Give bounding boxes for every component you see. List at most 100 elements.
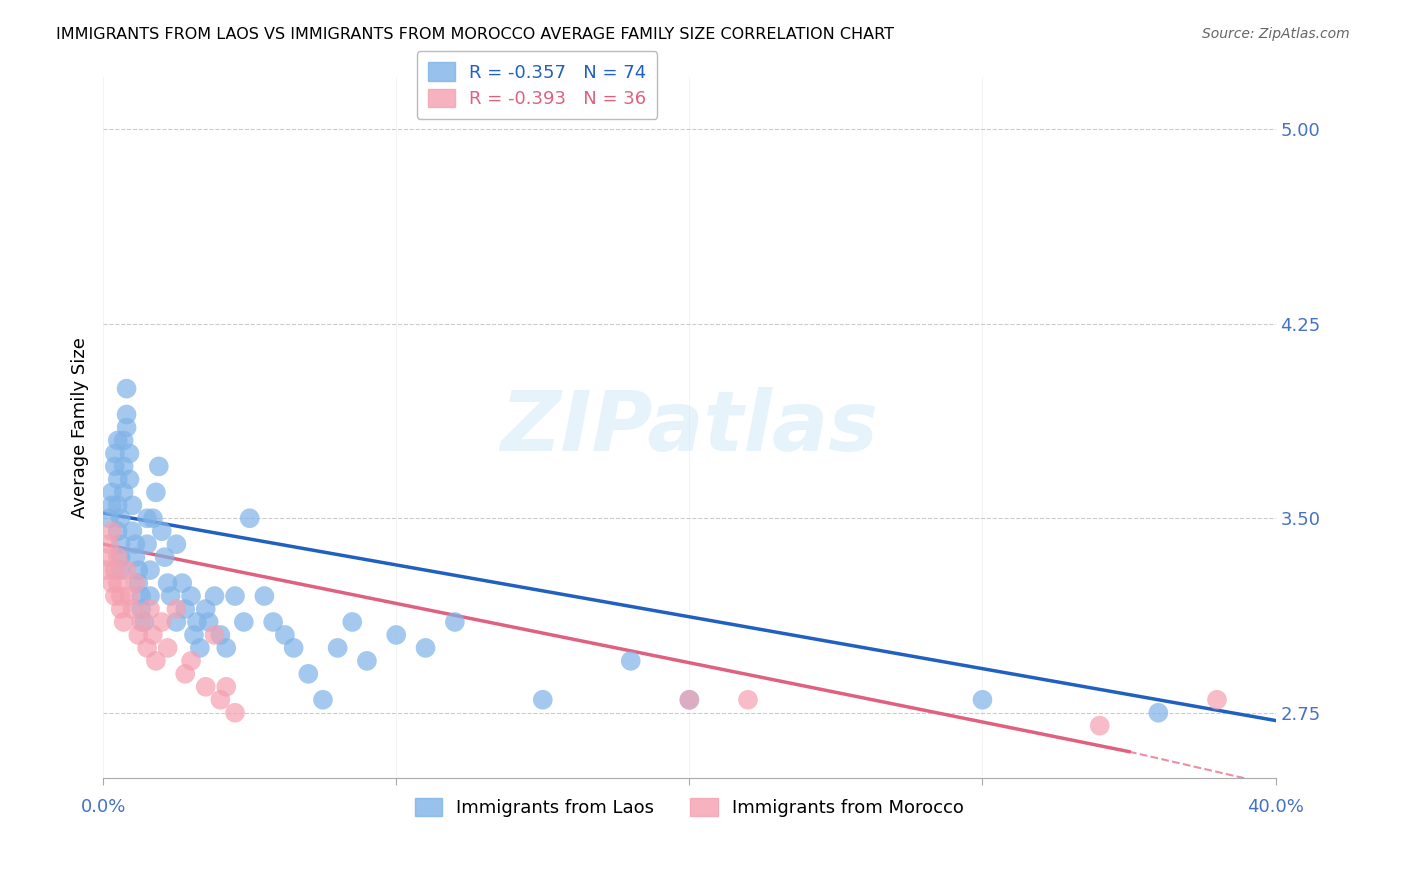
Point <box>107 472 129 486</box>
Point <box>115 382 138 396</box>
Point <box>253 589 276 603</box>
Text: 40.0%: 40.0% <box>1247 798 1303 816</box>
Point <box>262 615 284 629</box>
Point <box>101 524 124 539</box>
Point <box>678 692 700 706</box>
Point <box>104 563 127 577</box>
Point <box>118 589 141 603</box>
Point <box>104 446 127 460</box>
Point <box>972 692 994 706</box>
Point <box>531 692 554 706</box>
Point <box>148 459 170 474</box>
Point <box>107 498 129 512</box>
Point <box>180 589 202 603</box>
Point <box>101 485 124 500</box>
Point <box>165 537 187 551</box>
Point <box>620 654 643 668</box>
Point <box>115 420 138 434</box>
Point <box>326 640 349 655</box>
Point <box>127 628 149 642</box>
Point <box>159 589 181 603</box>
Point <box>204 589 226 603</box>
Point <box>165 615 187 629</box>
Point <box>121 602 143 616</box>
Point <box>134 615 156 629</box>
Point <box>186 615 208 629</box>
Point <box>156 640 179 655</box>
Y-axis label: Average Family Size: Average Family Size <box>72 337 89 518</box>
Point <box>209 692 232 706</box>
Point <box>188 640 211 655</box>
Point <box>385 628 408 642</box>
Point <box>1206 692 1229 706</box>
Point <box>127 563 149 577</box>
Point <box>110 602 132 616</box>
Point <box>274 628 297 642</box>
Point <box>224 706 246 720</box>
Point <box>112 615 135 629</box>
Point <box>194 602 217 616</box>
Point <box>129 602 152 616</box>
Text: IMMIGRANTS FROM LAOS VS IMMIGRANTS FROM MOROCCO AVERAGE FAMILY SIZE CORRELATION : IMMIGRANTS FROM LAOS VS IMMIGRANTS FROM … <box>56 27 894 42</box>
Text: 0.0%: 0.0% <box>80 798 125 816</box>
Point <box>197 615 219 629</box>
Point <box>110 563 132 577</box>
Point <box>172 576 194 591</box>
Point <box>232 615 254 629</box>
Point <box>115 408 138 422</box>
Point <box>156 576 179 591</box>
Point <box>98 537 121 551</box>
Point <box>107 434 129 448</box>
Point <box>115 563 138 577</box>
Point <box>127 576 149 591</box>
Point <box>224 589 246 603</box>
Point <box>98 511 121 525</box>
Point <box>121 524 143 539</box>
Point <box>101 498 124 512</box>
Point <box>136 511 159 525</box>
Point <box>129 589 152 603</box>
Point <box>112 434 135 448</box>
Point <box>174 666 197 681</box>
Point <box>444 615 467 629</box>
Point <box>174 602 197 616</box>
Point <box>312 692 335 706</box>
Point <box>142 511 165 525</box>
Point <box>183 628 205 642</box>
Point <box>737 692 759 706</box>
Point <box>124 576 146 591</box>
Point <box>139 563 162 577</box>
Point <box>150 524 173 539</box>
Point <box>145 485 167 500</box>
Point <box>107 550 129 565</box>
Point <box>118 446 141 460</box>
Point <box>94 563 117 577</box>
Legend: Immigrants from Laos, Immigrants from Morocco: Immigrants from Laos, Immigrants from Mo… <box>408 790 972 824</box>
Point <box>145 654 167 668</box>
Point <box>98 550 121 565</box>
Point <box>107 524 129 539</box>
Point <box>104 459 127 474</box>
Point <box>139 602 162 616</box>
Point <box>150 615 173 629</box>
Point <box>124 537 146 551</box>
Point <box>129 615 152 629</box>
Point <box>194 680 217 694</box>
Point <box>283 640 305 655</box>
Point <box>136 537 159 551</box>
Point <box>124 550 146 565</box>
Point <box>110 589 132 603</box>
Point <box>136 640 159 655</box>
Point <box>297 666 319 681</box>
Point <box>342 615 364 629</box>
Point <box>1088 719 1111 733</box>
Point <box>215 640 238 655</box>
Point <box>356 654 378 668</box>
Text: Source: ZipAtlas.com: Source: ZipAtlas.com <box>1202 27 1350 41</box>
Point <box>101 576 124 591</box>
Point <box>153 550 176 565</box>
Point <box>110 537 132 551</box>
Point <box>121 498 143 512</box>
Point <box>107 576 129 591</box>
Point <box>110 511 132 525</box>
